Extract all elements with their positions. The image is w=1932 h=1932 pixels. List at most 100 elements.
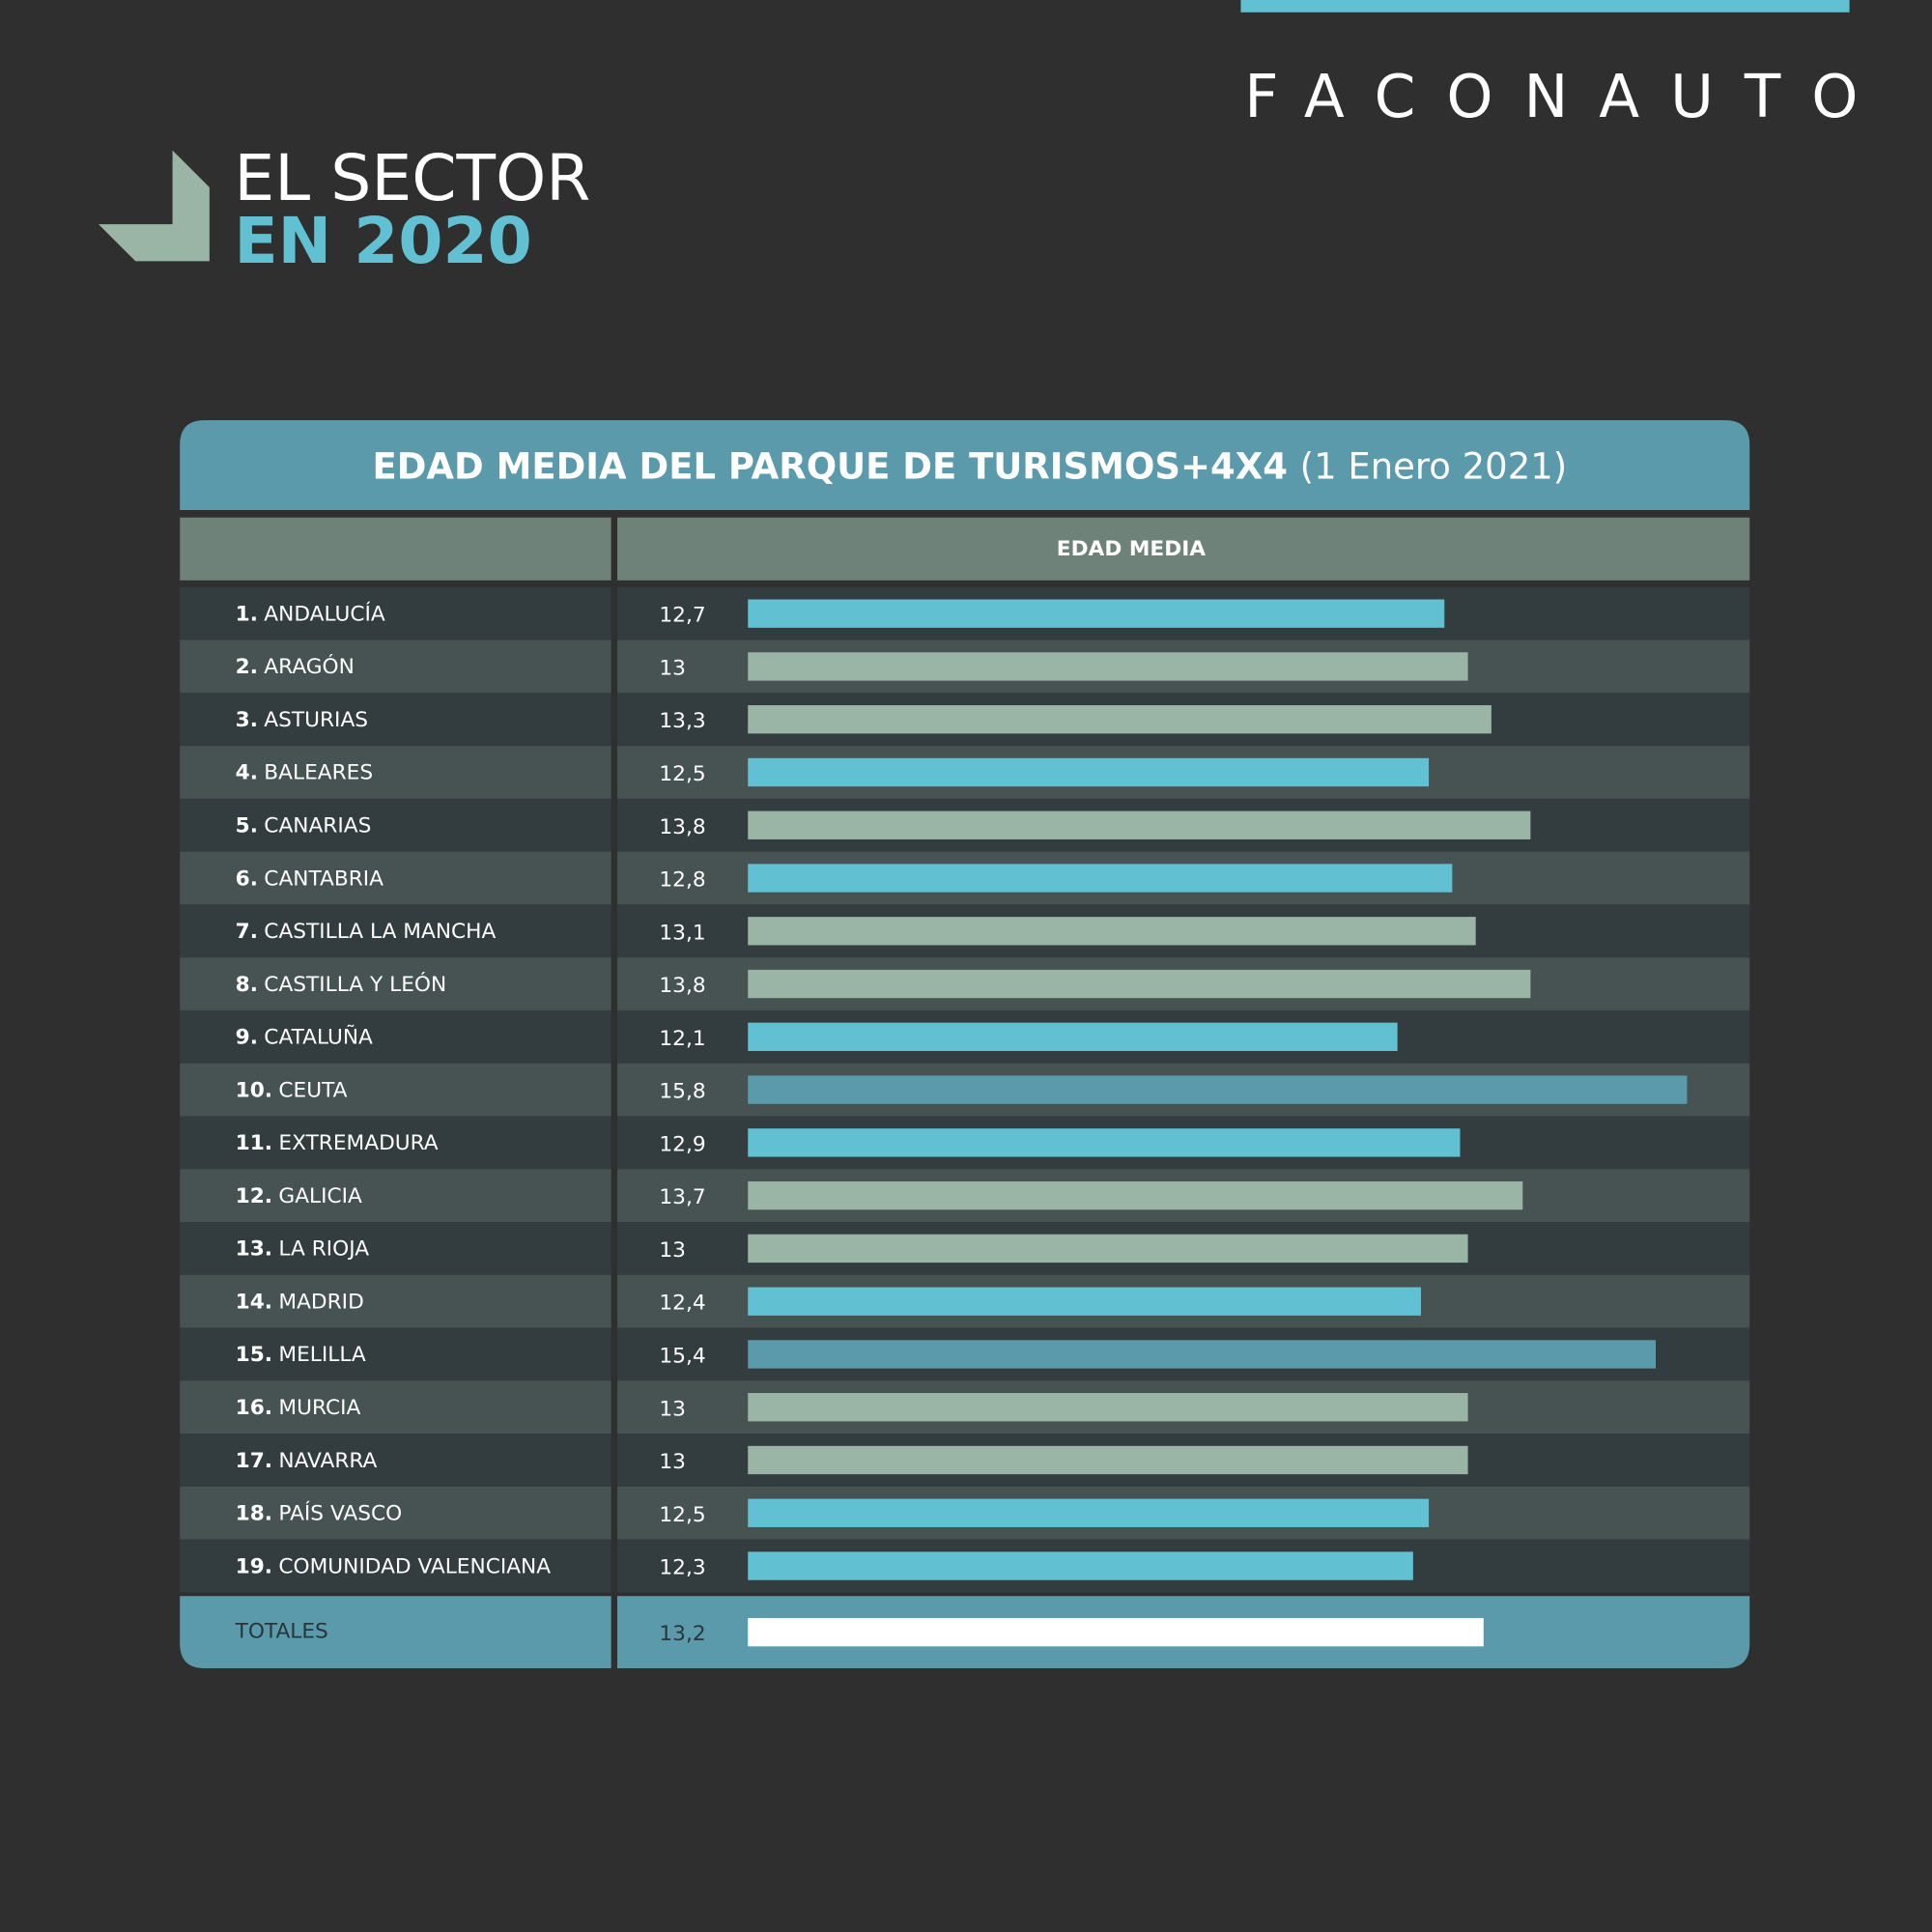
region: ARAGÓN (264, 654, 355, 679)
chart-subtitle: (1 Enero 2021) (1300, 445, 1568, 487)
region: CANTABRIA (264, 867, 384, 891)
row-bg (180, 1380, 611, 1435)
row-label: 10. CEUTA (236, 1078, 348, 1102)
row-label: 18. PAÍS VASCO (236, 1501, 403, 1526)
bar (748, 864, 1453, 893)
value-label: 12,5 (659, 1503, 705, 1527)
bar (748, 757, 1430, 787)
row-bg (180, 1063, 611, 1117)
row-bg (180, 1486, 611, 1540)
row-bg (180, 1434, 611, 1487)
row-bg (180, 1116, 611, 1170)
row-bg (180, 586, 611, 640)
bar (748, 969, 1531, 999)
bar (748, 599, 1445, 628)
row-bg (180, 746, 611, 799)
row-label: 3. ASTURIAS (236, 708, 368, 732)
row-label: 2. ARAGÓN (236, 654, 355, 679)
region: ASTURIAS (264, 708, 368, 732)
rank: 15. (236, 1343, 272, 1367)
value-label: 13 (659, 1450, 686, 1474)
bar (748, 917, 1476, 946)
value-label: 15,4 (659, 1345, 705, 1369)
row-bg (180, 1274, 611, 1328)
row-bg (180, 1169, 611, 1223)
chart-title-group: EDAD MEDIA DEL PARQUE DE TURISMOS+4X4 (1 … (372, 445, 1567, 487)
rank: 10. (236, 1078, 272, 1102)
row-label: 15. MELILLA (236, 1343, 366, 1367)
row-label: 14. MADRID (236, 1290, 364, 1314)
rank: 3. (236, 708, 258, 732)
row-bg (180, 1222, 611, 1275)
logo-shape (99, 150, 210, 262)
bar (748, 705, 1492, 734)
chart-title: EDAD MEDIA DEL PARQUE DE TURISMOS+4X4 (372, 445, 1287, 487)
value-label: 12,7 (659, 604, 705, 628)
rank: 19. (236, 1554, 272, 1578)
value-label: 12,4 (659, 1292, 705, 1316)
row-label: 9. CATALUÑA (236, 1024, 373, 1050)
region: CANARIAS (264, 814, 371, 838)
total-value-label: 13,2 (659, 1622, 705, 1646)
region: LA RIOJA (278, 1237, 369, 1262)
row-label: 13. LA RIOJA (236, 1237, 370, 1262)
region: COMUNIDAD VALENCIANA (278, 1554, 551, 1578)
region: CATALUÑA (264, 1024, 373, 1050)
row-label: 6. CANTABRIA (236, 867, 384, 891)
row-bg (180, 693, 611, 747)
rank: 7. (236, 920, 258, 944)
bar (748, 1075, 1688, 1104)
bar (748, 1551, 1413, 1580)
bar (748, 810, 1531, 839)
row-label: 1. ANDALUCÍA (236, 601, 385, 626)
row-bg (180, 639, 611, 694)
value-label: 13,1 (659, 921, 705, 945)
rank: 17. (236, 1449, 272, 1473)
value-label: 13,8 (659, 815, 705, 839)
row-bg (180, 957, 611, 1010)
region: EXTREMADURA (278, 1131, 438, 1155)
title-bar (180, 419, 1750, 511)
bar (748, 1498, 1430, 1527)
rank: 9. (236, 1026, 258, 1050)
bar (748, 1128, 1461, 1157)
total-row-bg (180, 1596, 611, 1669)
header-cell (180, 517, 611, 581)
region: BALEARES (264, 761, 373, 785)
region: MADRID (278, 1290, 363, 1314)
region: GALICIA (278, 1184, 362, 1208)
region: PAÍS VASCO (278, 1501, 402, 1526)
rank: 4. (236, 761, 258, 785)
row-label: 4. BALEARES (236, 761, 373, 785)
region: MURCIA (278, 1396, 360, 1420)
accent-bar (1240, 0, 1850, 13)
header-cell (617, 517, 1750, 581)
value-label: 12,3 (659, 1556, 705, 1580)
region: ANDALUCÍA (264, 601, 385, 626)
value-label: 13,8 (659, 974, 705, 998)
bar (748, 1287, 1421, 1316)
region: CASTILLA LA MANCHA (264, 920, 496, 944)
row-label: 12. GALICIA (236, 1184, 362, 1208)
column-header: EDAD MEDIA (1057, 537, 1207, 561)
region: MELILLA (278, 1343, 366, 1367)
value-label: 13 (659, 1397, 686, 1421)
row-bg (180, 1009, 611, 1064)
bar (748, 1234, 1468, 1264)
rank: 5. (236, 814, 258, 838)
bar (748, 1180, 1523, 1210)
row-label: 8. CASTILLA Y LEÓN (236, 972, 447, 997)
value-label: 12,1 (659, 1027, 705, 1051)
row-bg (180, 1327, 611, 1381)
rank: 14. (236, 1290, 272, 1314)
row-bg (180, 904, 611, 958)
value-label: 13 (659, 656, 686, 680)
value-label: 15,8 (659, 1080, 705, 1104)
bar (748, 652, 1468, 681)
rank: 13. (236, 1237, 272, 1262)
bar (748, 1340, 1657, 1369)
region: CASTILLA Y LEÓN (264, 972, 446, 997)
row-bg (180, 851, 611, 905)
